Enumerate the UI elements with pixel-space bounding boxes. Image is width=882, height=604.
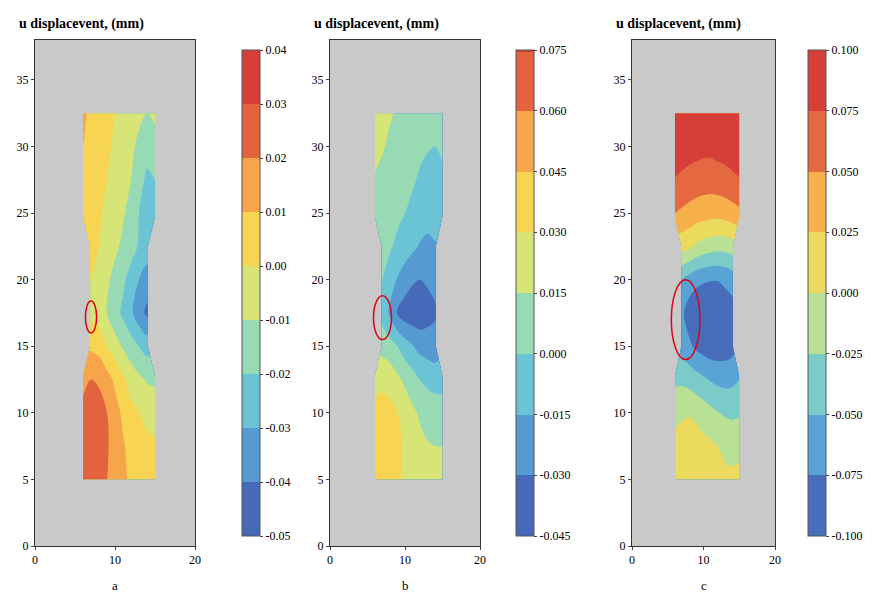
svg-text:u displacevent, (mm): u displacevent, (mm) [314, 16, 439, 32]
svg-text:-0.050: -0.050 [831, 408, 862, 422]
svg-text:0: 0 [327, 553, 333, 567]
svg-text:20: 20 [312, 273, 324, 287]
svg-text:-0.025: -0.025 [831, 347, 862, 361]
svg-text:0.030: 0.030 [539, 225, 566, 239]
svg-text:10: 10 [399, 553, 411, 567]
svg-text:0.075: 0.075 [831, 104, 858, 118]
svg-text:0.04: 0.04 [265, 43, 286, 57]
svg-text:-0.015: -0.015 [539, 408, 570, 422]
svg-text:0.000: 0.000 [831, 286, 858, 300]
svg-text:25: 25 [17, 206, 29, 220]
svg-text:10: 10 [312, 406, 324, 420]
svg-text:-0.030: -0.030 [539, 468, 570, 482]
svg-text:0.025: 0.025 [831, 225, 858, 239]
svg-text:5: 5 [318, 473, 324, 487]
svg-text:0.060: 0.060 [539, 104, 566, 118]
svg-text:c: c [701, 578, 707, 593]
svg-text:0.01: 0.01 [265, 205, 286, 219]
svg-text:-0.075: -0.075 [831, 468, 862, 482]
svg-text:-0.100: -0.100 [831, 529, 862, 543]
svg-text:0.000: 0.000 [539, 347, 566, 361]
svg-text:20: 20 [614, 273, 626, 287]
svg-text:15: 15 [614, 339, 626, 353]
svg-text:0.00: 0.00 [265, 259, 286, 273]
svg-text:15: 15 [312, 339, 324, 353]
svg-text:20: 20 [769, 553, 781, 567]
svg-text:10: 10 [698, 553, 710, 567]
svg-text:10: 10 [614, 406, 626, 420]
svg-text:35: 35 [17, 73, 29, 87]
svg-text:0.03: 0.03 [265, 97, 286, 111]
svg-text:5: 5 [23, 473, 29, 487]
svg-text:0.050: 0.050 [831, 165, 858, 179]
svg-text:b: b [402, 578, 409, 593]
svg-text:-0.04: -0.04 [265, 475, 290, 489]
svg-text:10: 10 [109, 553, 121, 567]
svg-text:0.100: 0.100 [831, 43, 858, 57]
svg-text:30: 30 [17, 140, 29, 154]
svg-text:0: 0 [23, 539, 29, 553]
svg-text:-0.03: -0.03 [265, 421, 290, 435]
svg-text:0: 0 [318, 539, 324, 553]
svg-text:0.075: 0.075 [539, 43, 566, 57]
svg-text:0.02: 0.02 [265, 151, 286, 165]
svg-text:0: 0 [620, 539, 626, 553]
svg-text:0: 0 [629, 553, 635, 567]
svg-text:20: 20 [17, 273, 29, 287]
svg-text:a: a [112, 578, 118, 593]
svg-text:5: 5 [620, 473, 626, 487]
svg-text:u displacevent, (mm): u displacevent, (mm) [616, 16, 741, 32]
svg-text:u displacevent, (mm): u displacevent, (mm) [19, 16, 144, 32]
svg-text:30: 30 [312, 140, 324, 154]
svg-text:25: 25 [614, 206, 626, 220]
svg-text:-0.05: -0.05 [265, 529, 290, 543]
svg-text:-0.045: -0.045 [539, 529, 570, 543]
svg-text:0.015: 0.015 [539, 286, 566, 300]
svg-text:35: 35 [312, 73, 324, 87]
svg-text:-0.01: -0.01 [265, 313, 290, 327]
svg-text:20: 20 [474, 553, 486, 567]
svg-text:30: 30 [614, 140, 626, 154]
svg-text:-0.02: -0.02 [265, 367, 290, 381]
svg-text:15: 15 [17, 339, 29, 353]
svg-text:35: 35 [614, 73, 626, 87]
svg-text:25: 25 [312, 206, 324, 220]
svg-text:0.045: 0.045 [539, 165, 566, 179]
svg-text:20: 20 [189, 553, 201, 567]
svg-text:0: 0 [32, 553, 38, 567]
svg-text:10: 10 [17, 406, 29, 420]
